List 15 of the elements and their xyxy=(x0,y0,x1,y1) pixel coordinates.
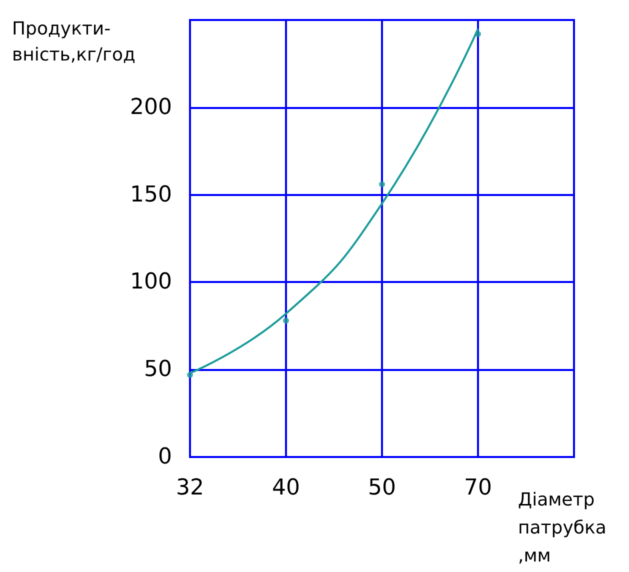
y-tick-label: 50 xyxy=(144,357,172,382)
x-tick-label: 40 xyxy=(272,476,300,500)
point xyxy=(475,30,481,37)
y-axis-title: Продукти- вність,кг/год xyxy=(12,18,136,66)
y-tick-label: 200 xyxy=(130,94,172,120)
x-axis-title: Діаметр патрубка ,мм xyxy=(518,490,606,566)
point xyxy=(283,318,289,324)
x-tick-label: 70 xyxy=(464,476,492,500)
x-tick-label: 50 xyxy=(368,476,396,500)
x-tick-label: 32 xyxy=(176,476,204,500)
point xyxy=(187,372,193,378)
y-tick-label: 100 xyxy=(130,270,172,295)
point xyxy=(379,181,385,188)
y-tick-label: 0 xyxy=(158,444,172,470)
y-tick-label: 150 xyxy=(130,182,172,208)
